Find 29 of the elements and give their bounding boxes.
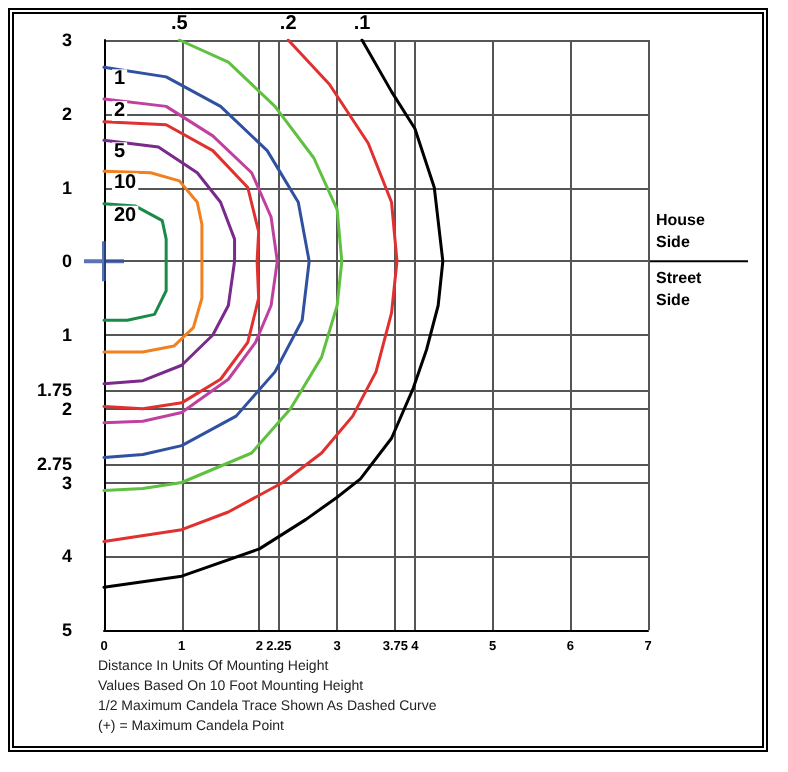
text: Street Side xyxy=(656,269,703,310)
y-tick-label: 2 xyxy=(61,103,72,124)
y-tick-label: 5 xyxy=(61,620,72,640)
y-tick-label: 1 xyxy=(61,177,72,198)
series-label: 10 xyxy=(114,172,138,195)
line-series xyxy=(102,169,204,354)
series-label: 1 xyxy=(114,68,126,91)
y-tick-label: 3 xyxy=(61,30,72,50)
line-series xyxy=(102,97,279,425)
y-tick-label: 2 xyxy=(61,398,72,419)
y-tick-label: 0 xyxy=(61,251,72,272)
series-label: 20 xyxy=(114,204,138,227)
y-tick-label: 3 xyxy=(61,472,72,493)
y-tick-label: 2.75 xyxy=(36,454,72,475)
line-series xyxy=(102,120,261,411)
series-label: .1 xyxy=(353,13,372,35)
y-tick-label: 1 xyxy=(61,325,72,345)
line-series xyxy=(102,138,237,386)
line-series xyxy=(102,38,344,493)
line-series xyxy=(102,202,168,322)
y-tick-label: 1.75 xyxy=(36,380,72,401)
series-label: .2 xyxy=(279,13,298,35)
line-series xyxy=(102,65,311,459)
series-label: 5 xyxy=(114,141,126,164)
line-series xyxy=(102,38,399,543)
y-tick-label: 4 xyxy=(61,546,72,567)
series-label: .5 xyxy=(171,13,189,35)
text: House Side xyxy=(656,211,706,252)
series-label: 2 xyxy=(114,100,126,122)
